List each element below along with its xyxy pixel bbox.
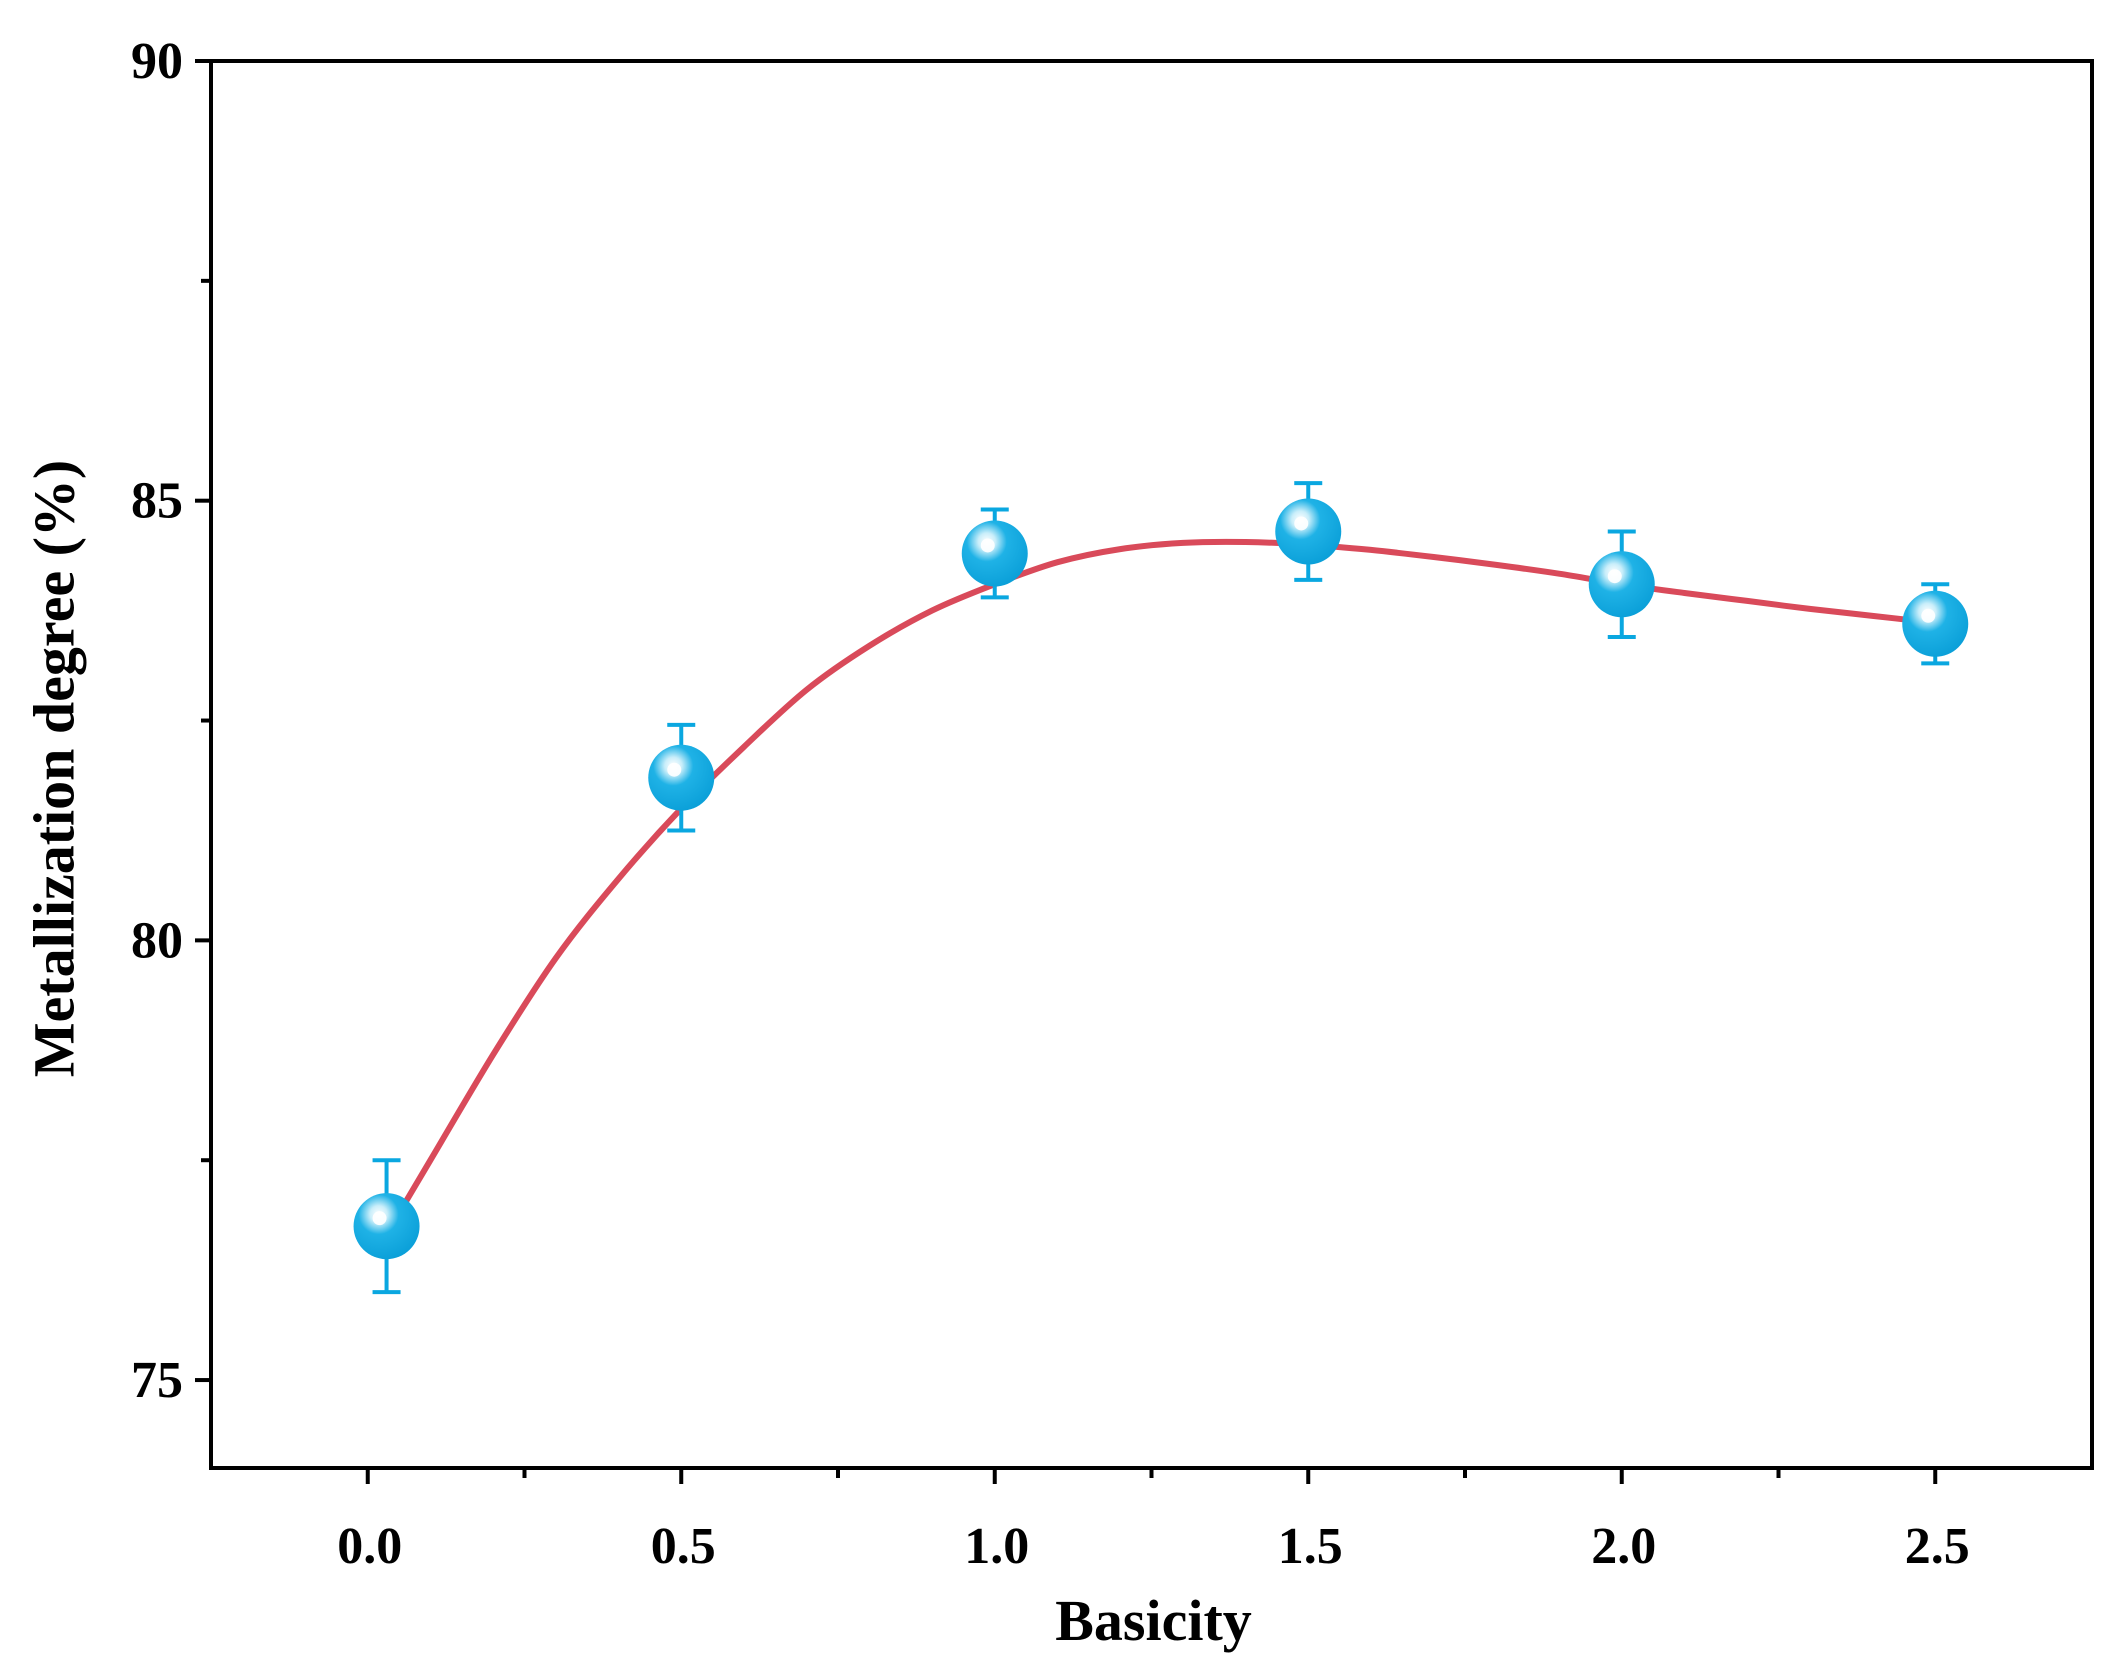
fit-layer (396, 538, 1939, 1216)
data-point (961, 520, 1028, 587)
data-point (1275, 498, 1342, 565)
data-point (1902, 590, 1969, 657)
tick-layer: 0.0 0.5 1.0 1.5 2.0 2.5 75 80 85 90 (131, 33, 1970, 1575)
fit-curve (396, 538, 1939, 1216)
y-tick-label: 85 (131, 473, 183, 530)
x-tick-label: 1.0 (964, 1518, 1029, 1575)
marker-layer (353, 498, 1969, 1260)
x-tick-label: 1.5 (1278, 1518, 1343, 1575)
x-tick-label: 0.5 (651, 1518, 716, 1575)
plot-frame (209, 59, 2094, 1470)
y-tick-label: 80 (131, 912, 183, 969)
x-tick-label: 2.5 (1905, 1518, 1970, 1575)
data-point (648, 744, 715, 811)
y-axis-title: Metallization degree (%) (21, 460, 86, 1077)
data-point (353, 1193, 420, 1260)
data-point (1588, 551, 1655, 618)
x-tick-label: 2.0 (1591, 1518, 1656, 1575)
x-tick-label: 0.0 (337, 1518, 402, 1575)
y-tick-label: 90 (131, 33, 183, 90)
y-tick-label: 75 (131, 1352, 183, 1409)
x-axis-title: Basicity (1055, 1588, 1252, 1653)
